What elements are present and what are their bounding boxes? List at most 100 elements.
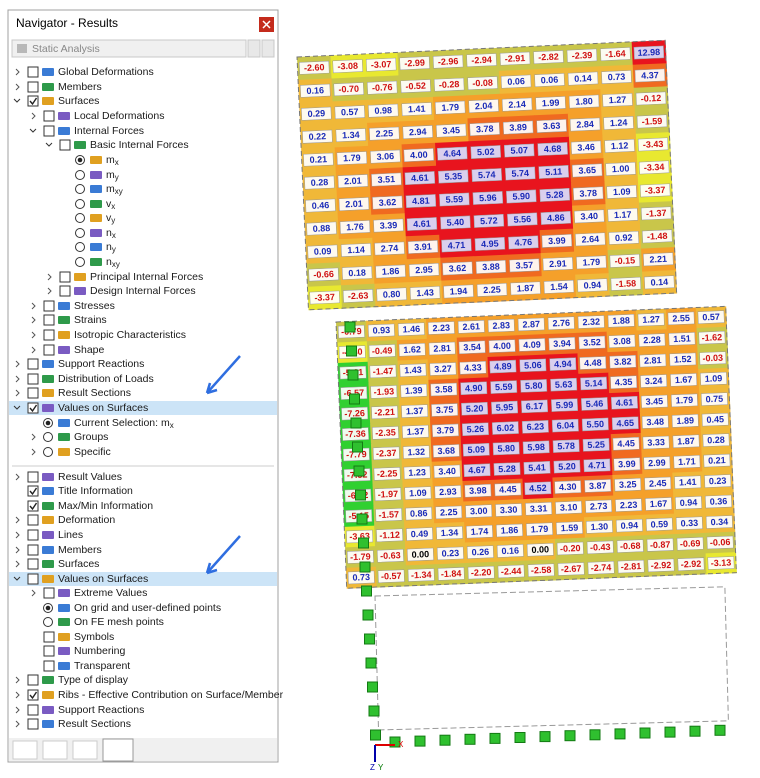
expander[interactable] — [31, 589, 36, 597]
expander[interactable] — [31, 433, 36, 441]
dropdown[interactable] — [11, 39, 247, 58]
checkbox[interactable] — [27, 373, 39, 385]
checkbox[interactable] — [27, 95, 39, 107]
expander[interactable] — [47, 273, 52, 281]
value-label: -1.58 — [615, 278, 636, 289]
radio[interactable] — [75, 199, 85, 209]
value-label: 0.18 — [348, 267, 366, 278]
radio[interactable] — [43, 617, 53, 627]
expander[interactable] — [15, 531, 20, 539]
value-label: 3.06 — [376, 151, 394, 162]
value-label: -3.08 — [337, 61, 358, 72]
checkbox[interactable] — [43, 660, 55, 672]
expander[interactable] — [15, 68, 20, 76]
label-text: Symbols — [74, 631, 114, 643]
checkbox[interactable] — [27, 514, 39, 526]
next-button[interactable] — [261, 39, 275, 58]
checkbox[interactable] — [27, 689, 39, 701]
value-label: 1.14 — [347, 245, 365, 256]
expander[interactable] — [31, 448, 36, 456]
checkbox[interactable] — [27, 387, 39, 399]
expander[interactable] — [31, 331, 36, 339]
expander[interactable] — [29, 128, 37, 133]
expander[interactable] — [15, 560, 20, 568]
checkbox[interactable] — [27, 81, 39, 93]
expander[interactable] — [15, 83, 20, 91]
expander[interactable] — [15, 546, 20, 554]
checkbox[interactable] — [59, 139, 71, 151]
expander[interactable] — [15, 473, 20, 481]
checkbox[interactable] — [43, 329, 55, 341]
tab-view[interactable] — [42, 740, 68, 760]
checkbox[interactable] — [59, 285, 71, 297]
checkbox[interactable] — [27, 704, 39, 716]
checkbox[interactable] — [27, 544, 39, 556]
expander[interactable] — [15, 676, 20, 684]
tab-camera[interactable] — [72, 740, 98, 760]
expander[interactable] — [15, 516, 20, 524]
radio[interactable] — [75, 242, 85, 252]
expander[interactable] — [13, 576, 21, 581]
value-label: 0.88 — [313, 223, 331, 234]
radio[interactable] — [43, 447, 53, 457]
checkbox[interactable] — [43, 125, 55, 137]
radio[interactable] — [75, 184, 85, 194]
tab-data[interactable] — [12, 740, 38, 760]
checkbox[interactable] — [43, 300, 55, 312]
value-box — [437, 146, 468, 161]
checkbox[interactable] — [27, 485, 39, 497]
expander[interactable] — [15, 691, 20, 699]
expander[interactable] — [31, 302, 36, 310]
expander[interactable] — [31, 346, 36, 354]
value-box — [464, 483, 492, 498]
value-label: 0.22 — [308, 131, 326, 142]
item-icon — [74, 273, 86, 281]
checkbox[interactable] — [27, 718, 39, 730]
checkbox[interactable] — [43, 314, 55, 326]
checkbox[interactable] — [43, 645, 55, 657]
checkbox[interactable] — [43, 110, 55, 122]
value-box — [671, 414, 699, 428]
expander[interactable] — [15, 375, 20, 383]
checkbox[interactable] — [27, 471, 39, 483]
checkbox[interactable] — [43, 587, 55, 599]
prev-button[interactable] — [247, 39, 261, 58]
checkbox[interactable] — [27, 573, 39, 585]
value-box — [645, 517, 673, 532]
radio[interactable] — [75, 213, 85, 223]
value-box — [639, 353, 667, 368]
value-box — [507, 212, 538, 227]
checkbox[interactable] — [43, 631, 55, 643]
expander[interactable] — [31, 112, 36, 120]
expander[interactable] — [45, 142, 53, 147]
item-label: Symbols — [74, 631, 114, 643]
expander[interactable] — [13, 405, 21, 410]
expander[interactable] — [15, 389, 20, 397]
radio[interactable] — [75, 257, 85, 267]
radio[interactable] — [75, 170, 85, 180]
radio[interactable] — [43, 432, 53, 442]
expander[interactable] — [15, 720, 20, 728]
expander[interactable] — [15, 706, 20, 714]
expander[interactable] — [15, 360, 20, 368]
checkbox[interactable] — [27, 529, 39, 541]
checkbox[interactable] — [27, 402, 39, 414]
expander[interactable] — [13, 98, 21, 103]
checkbox[interactable] — [27, 66, 39, 78]
checkbox[interactable] — [43, 344, 55, 356]
checkbox[interactable] — [27, 500, 39, 512]
tab-results[interactable] — [102, 738, 134, 762]
value-box — [610, 395, 638, 410]
checkbox[interactable] — [27, 358, 39, 370]
value-label: -3.34 — [644, 162, 665, 173]
value-label: 2.14 — [508, 99, 526, 110]
checkbox[interactable] — [27, 558, 39, 570]
checkbox[interactable] — [59, 271, 71, 283]
label-text: Stresses — [74, 300, 115, 312]
expander[interactable] — [31, 316, 36, 324]
expander[interactable] — [47, 287, 52, 295]
value-box — [374, 241, 405, 256]
radio[interactable] — [75, 228, 85, 238]
checkbox[interactable] — [27, 674, 39, 686]
value-box — [466, 545, 494, 559]
